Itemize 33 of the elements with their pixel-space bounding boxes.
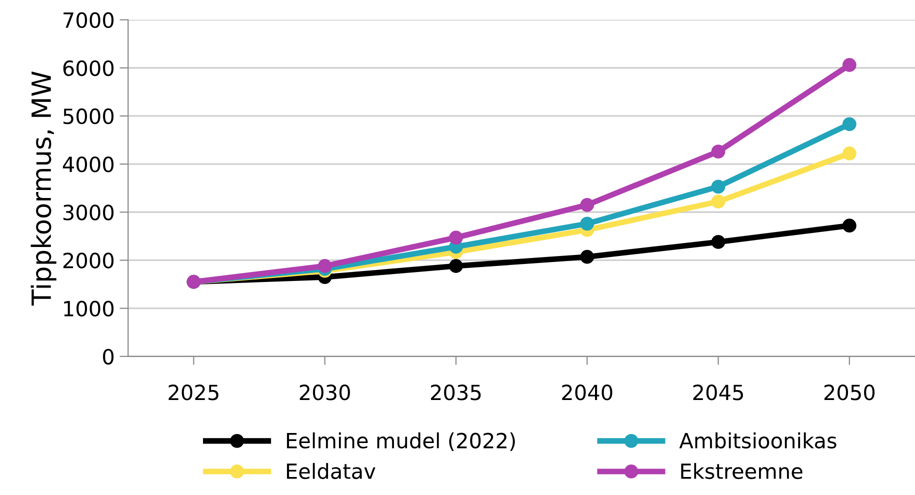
x-tick-label: 2045 — [693, 384, 743, 400]
y-tick-label: 4000 — [62, 156, 114, 172]
y-tick-label: 6000 — [63, 60, 114, 76]
point — [580, 198, 594, 212]
x-tick-label: 2050 — [824, 384, 875, 400]
point — [318, 259, 332, 273]
x-tick-label: 2040 — [562, 384, 612, 400]
y-tick-label: 0 — [103, 348, 114, 365]
point — [842, 218, 856, 233]
legend-label: Ekstreemne — [681, 462, 802, 480]
x-tick-label: 2025 — [168, 384, 218, 400]
legend-label: Eelmine mudel (2022) — [286, 432, 515, 451]
point — [711, 235, 726, 249]
legend-label: Eeldatav — [286, 462, 376, 480]
point — [842, 58, 856, 72]
x-tick-label: 2030 — [300, 384, 350, 400]
point — [842, 146, 856, 160]
point — [449, 259, 463, 273]
point — [449, 230, 463, 245]
point — [711, 144, 726, 158]
y-tick-label: 2000 — [63, 252, 114, 268]
point — [580, 250, 594, 264]
x-tick-label: 2035 — [430, 384, 481, 400]
legend-label: Ambitsioonikas — [679, 432, 836, 448]
point — [580, 216, 594, 231]
y-tick-label: 1000 — [64, 300, 114, 317]
y-tick-label: 3000 — [63, 204, 114, 220]
point — [711, 194, 726, 209]
y-tick-label: 7000 — [64, 12, 114, 28]
y-tick-label: 5000 — [63, 108, 114, 124]
point — [711, 180, 726, 194]
y-axis-title: Tippkoormus, MW — [30, 71, 56, 306]
point — [842, 117, 856, 132]
